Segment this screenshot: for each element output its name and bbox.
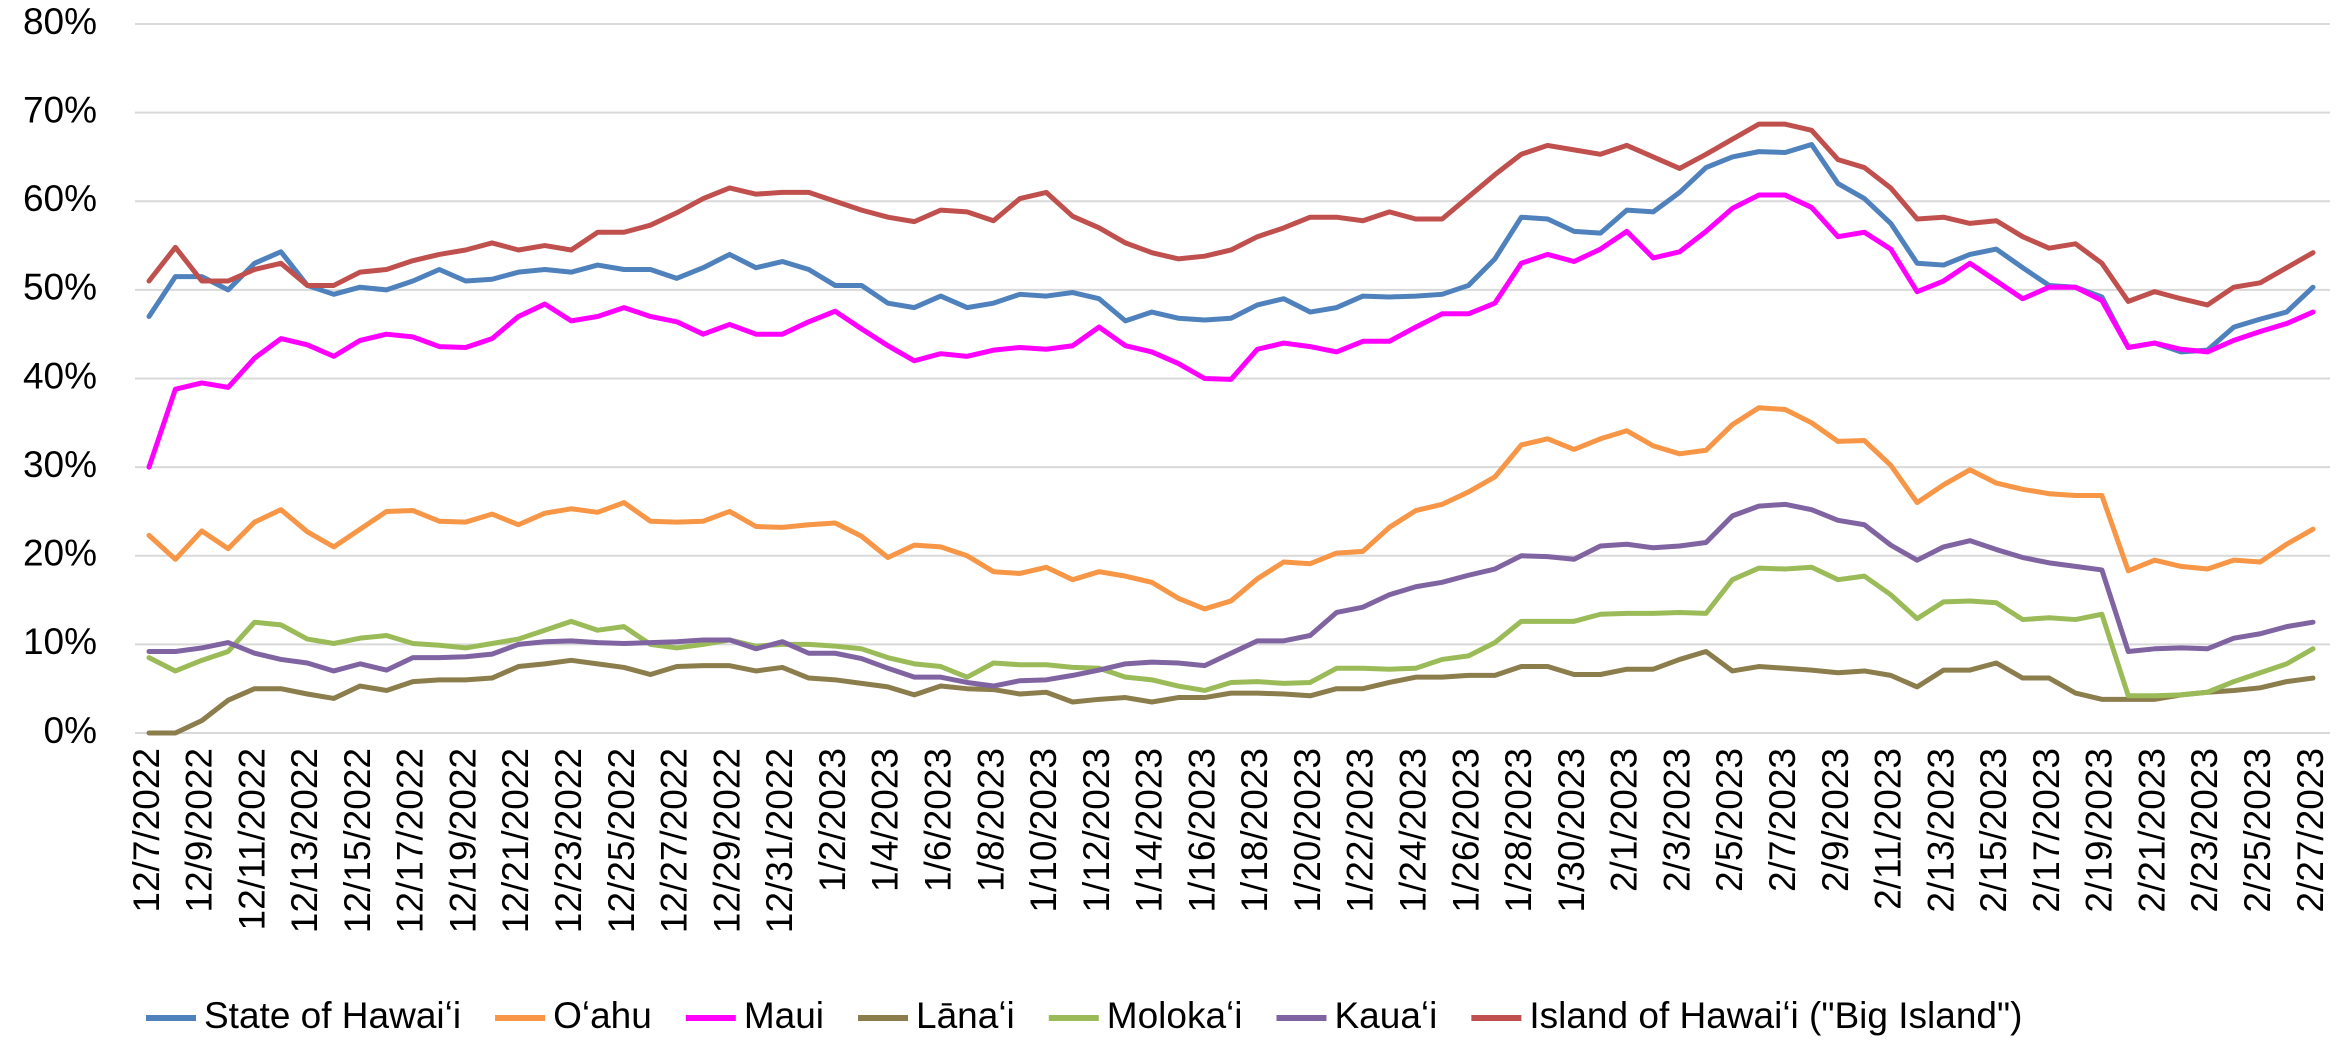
legend-label: State of Hawaiʻi	[204, 995, 461, 1036]
x-tick-label: 1/22/2023	[1340, 748, 1381, 913]
series-line	[146, 121, 2316, 308]
x-tick-label: 2/1/2023	[1604, 748, 1645, 892]
x-tick-label: 2/21/2023	[2131, 748, 2172, 913]
x-tick-label: 12/9/2022	[179, 748, 220, 913]
legend-label: Lānaʻi	[916, 995, 1015, 1036]
x-tick-label: 12/7/2022	[126, 748, 167, 913]
x-tick-label: 1/16/2023	[1181, 748, 1222, 913]
x-tick-label: 2/17/2023	[2026, 748, 2067, 913]
x-tick-label: 1/26/2023	[1445, 748, 1486, 913]
series-line	[146, 192, 2316, 470]
y-tick-label: 70%	[23, 89, 97, 130]
x-tick-label: 1/4/2023	[865, 748, 906, 892]
y-tick-label: 60%	[23, 178, 97, 219]
x-tick-label: 12/23/2022	[548, 748, 589, 933]
x-tick-label: 12/19/2022	[442, 748, 483, 933]
legend-label: Kauaʻi	[1335, 995, 1438, 1036]
legend-label: Molokaʻi	[1107, 995, 1243, 1036]
x-tick-label: 2/3/2023	[1656, 748, 1697, 892]
x-tick-label: 12/31/2022	[759, 748, 800, 933]
y-tick-label: 0%	[44, 710, 97, 751]
x-tick-label: 1/28/2023	[1498, 748, 1539, 913]
x-tick-label: 12/15/2022	[337, 748, 378, 933]
x-tick-label: 2/5/2023	[1709, 748, 1750, 892]
x-tick-label: 2/13/2023	[1920, 748, 1961, 913]
x-tick-label: 12/27/2022	[654, 748, 695, 933]
y-tick-label: 30%	[23, 444, 97, 485]
x-tick-label: 2/27/2023	[2290, 748, 2331, 913]
x-tick-label: 2/15/2023	[1973, 748, 2014, 913]
x-tick-label: 1/10/2023	[1023, 748, 1064, 913]
series-line	[146, 648, 2316, 736]
x-tick-label: 1/18/2023	[1234, 748, 1275, 913]
x-tick-label: 12/29/2022	[706, 748, 747, 933]
x-tick-label: 2/25/2023	[2237, 748, 2278, 913]
x-tick-label: 2/11/2023	[1868, 748, 1909, 910]
x-tick-label: 12/21/2022	[495, 748, 536, 933]
x-tick-label: 1/20/2023	[1287, 748, 1328, 913]
x-tick-label: 2/19/2023	[2079, 748, 2120, 913]
series-line	[146, 564, 2316, 699]
x-tick-label: 2/7/2023	[1762, 748, 1803, 892]
legend-label: Maui	[744, 995, 824, 1036]
legend-label: Oʻahu	[553, 995, 652, 1036]
x-tick-label: 1/30/2023	[1551, 748, 1592, 913]
x-tick-label: 12/17/2022	[390, 748, 431, 933]
y-tick-label: 80%	[23, 1, 97, 42]
y-tick-label: 10%	[23, 621, 97, 662]
y-tick-label: 40%	[23, 355, 97, 396]
x-tick-label: 1/2/2023	[812, 748, 853, 892]
series-line	[146, 142, 2316, 355]
x-tick-label: 12/25/2022	[601, 748, 642, 933]
x-tick-label: 2/23/2023	[2184, 748, 2225, 913]
x-tick-label: 12/11/2022	[231, 748, 272, 930]
y-tick-label: 50%	[23, 267, 97, 308]
y-tick-label: 20%	[23, 533, 97, 574]
x-tick-label: 1/14/2023	[1129, 748, 1170, 913]
x-tick-label: 2/9/2023	[1815, 748, 1856, 892]
series-line	[146, 501, 2316, 689]
x-tick-label: 12/13/2022	[284, 748, 325, 933]
x-tick-label: 1/8/2023	[970, 748, 1011, 892]
x-tick-label: 1/12/2023	[1076, 748, 1117, 913]
legend-label: Island of Hawaiʻi ("Big Island")	[1529, 995, 2022, 1036]
x-tick-label: 1/6/2023	[917, 748, 958, 892]
series-line	[146, 405, 2316, 612]
x-tick-label: 1/24/2023	[1393, 748, 1434, 913]
